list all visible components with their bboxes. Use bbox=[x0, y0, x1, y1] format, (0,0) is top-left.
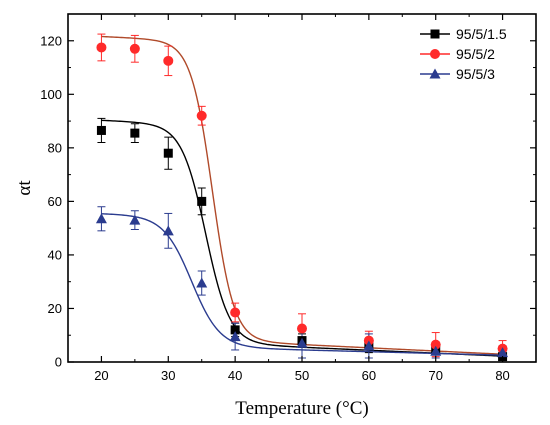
data-point bbox=[130, 128, 140, 138]
axis-ticks: 20 30 40 50 60 70 80 0 20 40 60 80 100 120 bbox=[40, 14, 536, 383]
legend-marker bbox=[429, 68, 441, 79]
y-tick-label: 0 bbox=[55, 355, 62, 370]
x-tick-label: 20 bbox=[94, 368, 108, 383]
y-tick-label: 40 bbox=[48, 247, 62, 262]
x-tick-label: 70 bbox=[428, 368, 442, 383]
legend-label: 95/5/2 bbox=[456, 46, 495, 62]
data-point bbox=[297, 323, 307, 334]
y-tick-label: 20 bbox=[48, 301, 62, 316]
data-point bbox=[230, 307, 241, 318]
data-point bbox=[96, 125, 106, 135]
data-point bbox=[230, 325, 240, 335]
data-point bbox=[229, 331, 241, 342]
legend: 95/5/1.5 95/5/2 95/5/3 bbox=[420, 26, 507, 82]
legend-label: 95/5/3 bbox=[456, 66, 495, 82]
data-point bbox=[96, 42, 107, 53]
plot-area bbox=[67, 13, 537, 363]
x-axis-title: Temperature (°C) bbox=[235, 398, 368, 419]
data-point bbox=[197, 196, 207, 206]
data-point bbox=[430, 339, 441, 350]
y-tick-label: 80 bbox=[48, 140, 62, 155]
x-tick-label: 60 bbox=[362, 368, 376, 383]
y-tick-label: 100 bbox=[40, 87, 62, 102]
data-markers bbox=[95, 42, 509, 362]
y-tick-label: 60 bbox=[48, 194, 62, 209]
legend-label: 95/5/1.5 bbox=[456, 26, 507, 42]
data-point bbox=[163, 148, 173, 158]
data-point bbox=[129, 43, 140, 54]
data-point bbox=[95, 213, 107, 224]
x-tick-label: 40 bbox=[228, 368, 242, 383]
y-axis-title: αt bbox=[14, 180, 35, 196]
data-point bbox=[129, 214, 141, 225]
x-tick-label: 50 bbox=[295, 368, 309, 383]
x-tick-label: 80 bbox=[495, 368, 509, 383]
data-point bbox=[162, 225, 174, 236]
y-tick-label: 120 bbox=[40, 33, 62, 48]
data-point bbox=[296, 337, 308, 348]
data-point bbox=[363, 340, 375, 351]
legend-marker bbox=[430, 49, 440, 59]
x-tick-label: 30 bbox=[161, 368, 175, 383]
data-point bbox=[497, 347, 509, 358]
data-point bbox=[163, 55, 174, 66]
data-point bbox=[196, 277, 208, 288]
data-point bbox=[430, 345, 442, 356]
legend-marker bbox=[430, 29, 440, 39]
data-point bbox=[196, 110, 207, 121]
